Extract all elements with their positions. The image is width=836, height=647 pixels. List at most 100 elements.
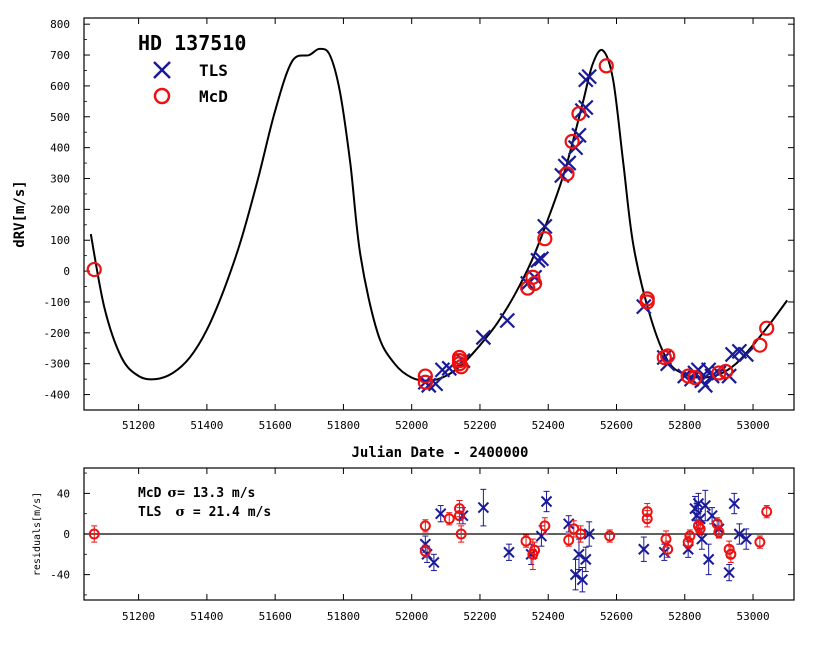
orbit-fit-line [89,47,789,382]
mcd-point [525,269,541,285]
tls-residual [569,558,582,591]
mcd-point [453,359,469,375]
x-tick-label: 51600 [259,419,292,432]
x-stroke [537,218,553,235]
res-y-tick-label: 0 [63,528,70,541]
mcd-residual [575,525,587,543]
tls-residual [583,521,595,547]
tls-residual [428,553,440,572]
x-tick-label: 52600 [600,419,633,432]
res-x-tick-label: 51800 [327,610,360,623]
x-stroke [499,312,516,329]
x-tick-label: 53000 [736,419,769,432]
mcd-residual-marker [694,523,706,535]
mcd-point [564,133,580,150]
mcd-residual-marker [660,533,672,545]
residuals-y-axis-title: residuals[m/s] [32,492,43,576]
x-tick-label: 52400 [532,419,565,432]
tls-residual-marker [740,533,752,545]
x-stroke [580,553,592,566]
mcd-residual-marker [563,534,575,546]
mcd-point [680,368,696,384]
legend-tls-label: TLS [199,61,228,80]
tls-point [578,99,594,116]
equals-sign: = [185,505,208,520]
x-stroke [477,501,490,514]
top-axis-ticks: 51200 51400 51600 51800 52000 52200 52400 52600… [44,18,794,432]
mcd-point [417,374,433,390]
residuals-axis-ticks: 51200 51400 51600 51800 52000 52200 52400 52600… [50,468,794,623]
tls-residual-marker [699,499,711,512]
x-tick-label: 51800 [327,419,360,432]
x-stroke [530,252,546,269]
tls-residual [740,528,752,550]
mcd-residual [443,512,455,526]
x-stroke [728,497,740,510]
legend-tls-marker [153,61,171,79]
x-stroke [700,362,717,378]
tls-sigma-symbol: TLS [138,505,162,520]
x-stroke [692,497,705,510]
tls-residual-marker [503,546,515,558]
y-tick-label: 700 [50,49,70,62]
x-tick-label: 52200 [463,419,496,432]
mcd-sigma-symbol: McD [138,486,162,501]
x-stroke [578,99,594,116]
y-tick-label: -400 [44,389,71,402]
mcd-point [526,275,543,292]
tls-residual [723,563,735,582]
x-stroke [699,499,711,512]
x-stroke [583,528,595,540]
x-stroke [434,507,447,520]
tls-point [530,252,546,269]
mcd-residual [761,505,773,519]
tls-point [571,127,587,144]
mcd-residual [88,525,100,543]
tls-residual [699,489,711,522]
mcd-point [571,106,587,122]
mcd-residual [539,517,551,535]
mcd-residual-marker [529,544,541,556]
mcd-point [711,365,727,381]
mcd-residual [604,529,616,543]
x-stroke [731,343,748,360]
mcd-residual-marker [761,506,773,518]
mcd-residual [455,525,467,543]
mcd-residual-marker [443,513,455,525]
res-y-tick-label: -40 [50,569,70,582]
mcd-point [639,291,655,307]
x-tick-label: 52000 [395,419,428,432]
y-tick-label: 100 [50,234,70,247]
x-stroke [576,573,589,586]
mcd-residual [754,535,766,549]
legend: TLS McD [153,61,228,106]
x-stroke [475,329,492,346]
mcd-point [660,348,676,364]
residual-data-points [88,488,773,593]
x-stroke [428,556,440,569]
equals-sign: = [177,486,193,501]
tls-point [475,329,492,346]
x-stroke [738,346,754,363]
res-x-tick-label: 52000 [395,610,428,623]
y-tick-label: 800 [50,18,70,31]
y-tick-label: 500 [50,111,70,124]
res-y-tick-label: 40 [57,487,70,500]
tls-residual-marker [723,566,735,579]
tls-residual [540,490,553,513]
tls-point [738,346,754,363]
tls-point [499,312,516,329]
mcd-residual [725,545,737,563]
tls-residual [576,567,589,593]
x-stroke [571,127,587,144]
tls-point [533,250,550,267]
mcd-residual [662,540,674,558]
tls-residual-marker [692,497,705,510]
mcd-residual-marker [520,535,532,547]
x-tick-label: 52800 [668,419,701,432]
tls-residual-marker [733,528,746,540]
tls-sigma-text: TLS σ = 21.4 m/s [138,505,271,520]
tls-residual-marker [428,556,440,569]
x-stroke [503,546,515,558]
mcd-residual-marker [568,523,580,535]
